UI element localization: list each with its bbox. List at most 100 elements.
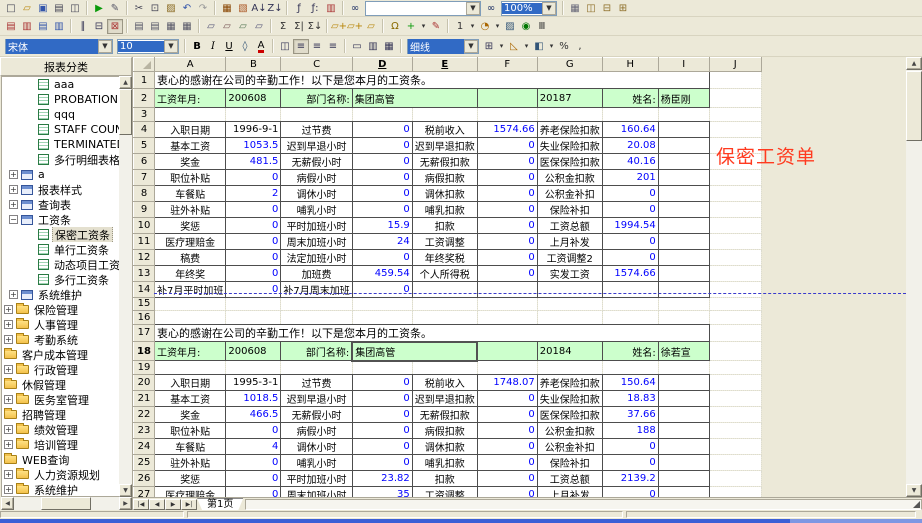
cell[interactable]: 工资调整 [411,232,478,250]
cell[interactable]: 周末加班小时 [280,232,353,250]
expand-icon[interactable]: + [4,485,13,494]
cell[interactable] [708,216,762,234]
cell[interactable]: 失业保险扣款 [536,389,603,407]
cell[interactable]: 0 [351,120,413,138]
prev-sheet-button[interactable]: ◀ [149,498,165,510]
row-header-9[interactable]: 9 [133,200,155,218]
cell[interactable]: 0 [225,200,282,218]
expand-icon[interactable]: + [4,425,13,434]
tree-item-aaa[interactable]: aaa [2,77,119,92]
row-header-3[interactable]: 3 [133,107,155,122]
row-header-23[interactable]: 23 [133,421,155,439]
cell[interactable]: 0 [351,389,413,407]
zoom-combo-arrow-icon[interactable]: ▼ [542,1,556,15]
cell[interactable] [657,216,710,234]
cell[interactable]: 0 [351,168,413,186]
cell[interactable] [476,341,538,361]
scroll-right-button[interactable]: ▶ [119,497,132,510]
cell[interactable] [657,437,710,455]
expand-icon[interactable]: + [4,440,13,449]
cell[interactable] [657,136,710,154]
cell[interactable]: 调休小时 [280,184,353,202]
cell[interactable]: 平时加班小时 [280,469,353,487]
cell[interactable] [280,360,353,375]
cell[interactable]: 失业保险扣款 [536,136,603,154]
print-preview-icon[interactable]: ◫ [70,2,80,14]
tree-item-qqq[interactable]: qqq [2,107,119,122]
zoom-combo[interactable]: 100% ▼ [501,0,557,16]
bold-button[interactable]: B [193,40,201,52]
cell[interactable] [476,107,538,122]
cell[interactable]: 0 [476,485,538,497]
cell[interactable]: 上月补发 [536,232,603,250]
tree-item-单行工资条[interactable]: 单行工资条 [2,242,119,257]
tree-item-STAFF COUNT[interactable]: STAFF COUNT [2,122,119,137]
align-right-icon[interactable]: ≡ [328,40,338,52]
cell[interactable] [708,360,762,375]
cell[interactable]: 医保保险扣款 [536,405,603,423]
cell[interactable]: 工资总额 [536,216,603,234]
cell[interactable]: 20187 [536,88,603,108]
cell[interactable] [411,360,478,375]
cell[interactable] [708,437,762,455]
cell[interactable]: 0 [351,200,413,218]
cell[interactable] [657,232,710,250]
new-document-icon[interactable]: □ [6,2,16,14]
cell[interactable] [476,360,538,375]
cell[interactable]: 哺乳扣款 [411,200,478,218]
tree-item-报表样式[interactable]: + 报表样式 [2,182,119,197]
cell[interactable] [225,296,282,311]
scrollbar-thumb[interactable] [906,71,922,141]
folder-import-icon[interactable]: ▱+ [330,20,348,32]
cell[interactable] [351,310,413,325]
cell[interactable]: 0 [225,168,282,186]
cell[interactable]: 工资调整2 [536,248,603,266]
cell[interactable]: 职位补贴 [153,421,227,439]
cell[interactable]: 迟到早退小时 [280,136,353,154]
design-mode-icon[interactable]: ✎ [110,2,120,14]
copy-icon[interactable]: ⊡ [150,2,160,14]
cell[interactable]: 加班费 [280,264,353,282]
eraser-icon[interactable]: ◺ [510,40,518,52]
cell[interactable]: 公积金补扣 [536,184,603,202]
cell[interactable]: 0 [476,264,538,282]
cell[interactable]: 基本工资 [153,136,227,154]
chart-icon[interactable]: ▥ [326,2,336,14]
column-header-B[interactable]: B [225,57,282,72]
row-header-12[interactable]: 12 [133,248,155,266]
expand-icon[interactable]: + [4,335,13,344]
row-header-27[interactable]: 27 [133,485,155,497]
cell[interactable]: 实发工资 [536,264,603,282]
cell[interactable]: 工资调整 [411,485,478,497]
cell[interactable]: 姓名: [601,88,659,108]
cell[interactable] [225,107,282,122]
cell[interactable]: 0 [601,437,659,455]
cell[interactable] [657,389,710,407]
cell[interactable] [601,107,659,122]
cell[interactable]: 调休扣款 [411,184,478,202]
cell[interactable] [708,71,762,89]
cell[interactable]: 年终奖税 [411,248,478,266]
row-header-26[interactable]: 26 [133,469,155,487]
cell[interactable]: 哺乳扣款 [411,453,478,471]
row-header-8[interactable]: 8 [133,184,155,202]
sheet-page-3-icon[interactable]: ▱ [239,20,247,32]
cell[interactable]: 无薪假小时 [280,405,353,423]
cell[interactable] [708,453,762,471]
cell[interactable]: 0 [351,421,413,439]
row-header-4[interactable]: 4 [133,120,155,138]
tree-item-系统维护[interactable]: + 系统维护 [2,482,119,496]
cell[interactable] [708,184,762,202]
dropdown-arrow-icon[interactable]: ▾ [499,42,504,50]
add-control-icon[interactable]: + [406,20,416,32]
row-header-6[interactable]: 6 [133,152,155,170]
cell[interactable]: 扣款 [411,469,478,487]
cell[interactable] [657,168,710,186]
cell[interactable]: 0 [601,232,659,250]
cell[interactable] [657,200,710,218]
cell[interactable]: 4 [225,437,282,455]
expand-icon[interactable]: + [4,320,13,329]
border-bottom-icon[interactable]: ▭ [352,40,362,52]
cell[interactable]: 0 [351,437,413,455]
cell[interactable] [536,280,603,298]
